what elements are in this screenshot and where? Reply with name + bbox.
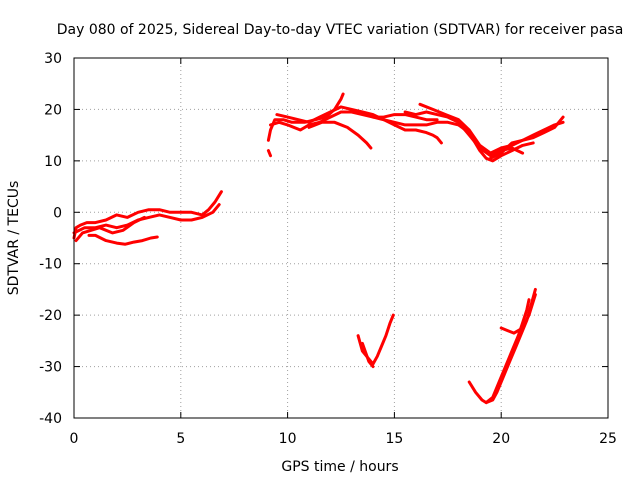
series-track-e (266, 149, 272, 158)
y-tick-label: 20 (44, 102, 62, 118)
series-track-a (72, 190, 223, 240)
series-track-i (307, 120, 373, 150)
series-track-m (489, 115, 565, 160)
series-track-d (87, 233, 159, 246)
plot-frame (73, 57, 609, 419)
series-track-o (360, 341, 375, 369)
y-tick-label: 30 (44, 51, 62, 67)
y-tick-label: -20 (39, 308, 62, 324)
y-tick-label: -40 (39, 411, 62, 427)
series-track-g (269, 110, 439, 132)
x-tick-label: 0 (70, 431, 79, 447)
series-track-j (371, 115, 535, 163)
y-tick-label: 10 (44, 154, 62, 170)
x-tick-label: 20 (492, 431, 510, 447)
y-tick-label: -10 (39, 257, 62, 273)
axis-ticks: 0 5 10 15 20 25 -40 -30 -20 -10 0 10 20 30 (39, 51, 617, 447)
data-series (72, 92, 565, 405)
y-tick-label: -30 (39, 360, 62, 376)
x-axis-label: GPS time / hours (281, 459, 398, 475)
series-track-r (499, 293, 537, 335)
x-tick-label: 25 (599, 431, 617, 447)
x-tick-label: 5 (176, 431, 185, 447)
series-track-l (418, 102, 565, 155)
chart-title: Day 080 of 2025, Sidereal Day-to-day VTE… (57, 22, 624, 38)
series-track-h (275, 105, 443, 145)
y-tick-label: 0 (53, 205, 62, 221)
y-axis-label: SDTVAR / TECUs (6, 181, 22, 296)
series-track-q (484, 298, 531, 405)
series-track-c (74, 215, 146, 243)
x-tick-label: 10 (279, 431, 297, 447)
x-tick-label: 15 (385, 431, 403, 447)
